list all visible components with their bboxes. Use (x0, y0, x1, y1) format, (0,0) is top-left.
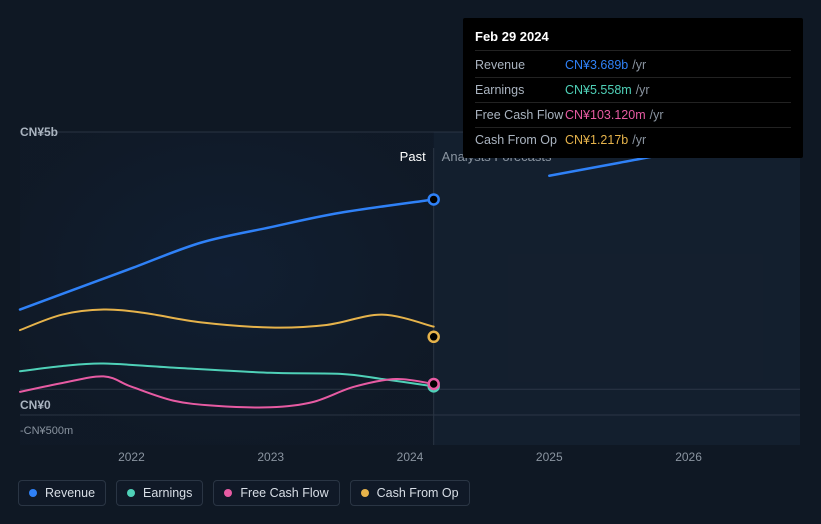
tooltip-row: EarningsCN¥5.558m/yr (475, 78, 791, 103)
tooltip-row-label: Earnings (475, 81, 565, 99)
tooltip-row: RevenueCN¥3.689b/yr (475, 53, 791, 78)
legend-label: Free Cash Flow (240, 486, 328, 500)
hover-tooltip: Feb 29 2024 RevenueCN¥3.689b/yrEarningsC… (463, 18, 803, 158)
tooltip-row-label: Revenue (475, 56, 565, 74)
chart-legend: Revenue Earnings Free Cash Flow Cash From O… (18, 480, 470, 506)
legend-item-cash-from-op[interactable]: Cash From Op (350, 480, 470, 506)
legend-label: Earnings (143, 486, 192, 500)
tooltip-row-suffix: /yr (650, 106, 664, 124)
revenue-forecast-chart: CN¥5b CN¥0 -CN¥500m Past Analysts Foreca… (0, 0, 821, 524)
y-axis-label-neg: -CN¥500m (20, 425, 73, 437)
tooltip-row-value: CN¥1.217b (565, 131, 628, 149)
tooltip-row-value: CN¥3.689b (565, 56, 628, 74)
tooltip-row-suffix: /yr (632, 56, 646, 74)
legend-dot-icon (224, 489, 232, 497)
x-axis-tick: 2023 (257, 450, 284, 464)
tooltip-row-value: CN¥103.120m (565, 106, 646, 124)
tooltip-row: Free Cash FlowCN¥103.120m/yr (475, 103, 791, 128)
tooltip-row-suffix: /yr (636, 81, 650, 99)
y-axis-label-zero: CN¥0 (20, 398, 51, 412)
x-axis-tick: 2024 (397, 450, 424, 464)
legend-item-earnings[interactable]: Earnings (116, 480, 203, 506)
past-label: Past (400, 149, 426, 164)
x-axis-tick: 2022 (118, 450, 145, 464)
tooltip-date: Feb 29 2024 (475, 28, 791, 51)
legend-label: Cash From Op (377, 486, 459, 500)
tooltip-row-label: Free Cash Flow (475, 106, 565, 124)
x-axis-tick: 2026 (675, 450, 702, 464)
legend-dot-icon (361, 489, 369, 497)
x-axis-tick: 2025 (536, 450, 563, 464)
y-axis-label-top: CN¥5b (20, 125, 58, 139)
legend-dot-icon (127, 489, 135, 497)
tooltip-row-suffix: /yr (632, 131, 646, 149)
legend-item-revenue[interactable]: Revenue (18, 480, 106, 506)
legend-label: Revenue (45, 486, 95, 500)
legend-dot-icon (29, 489, 37, 497)
tooltip-row-value: CN¥5.558m (565, 81, 632, 99)
tooltip-row-label: Cash From Op (475, 131, 565, 149)
legend-item-free-cash-flow[interactable]: Free Cash Flow (213, 480, 339, 506)
tooltip-row: Cash From OpCN¥1.217b/yr (475, 128, 791, 152)
